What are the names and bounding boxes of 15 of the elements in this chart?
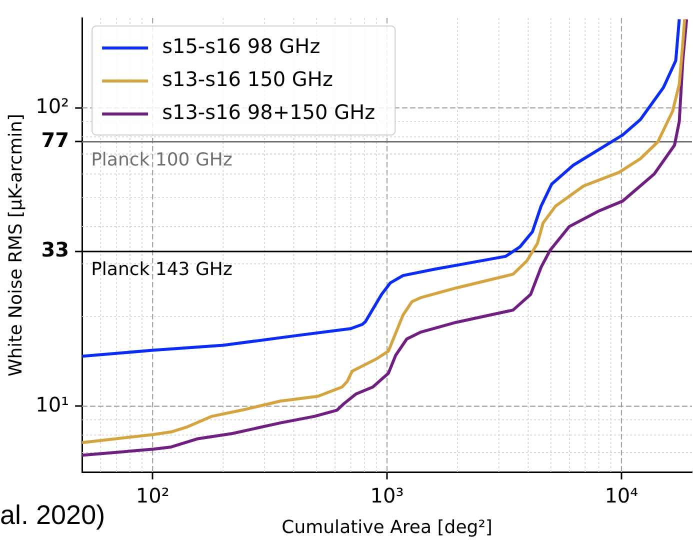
y-tick-label: 10² bbox=[36, 94, 70, 118]
x-axis-title: Cumulative Area [deg²] bbox=[282, 516, 492, 538]
ref-line-label: Planck 100 GHz bbox=[91, 149, 232, 170]
x-tick-label: 10³ bbox=[370, 484, 404, 508]
x-tick-label: 10² bbox=[136, 484, 170, 508]
y-axis-title: White Noise RMS [μK-arcmin] bbox=[5, 114, 26, 377]
y-tick-label: 10¹ bbox=[36, 392, 70, 416]
x-tick-label: 10⁴ bbox=[604, 484, 638, 508]
text: al. 2020) bbox=[0, 500, 106, 531]
y-tick-label: 33 bbox=[41, 238, 70, 262]
legend-label: s13-s16 98+150 GHz bbox=[162, 100, 376, 124]
legend-label: s13-s16 150 GHz bbox=[162, 67, 333, 92]
ref-line-label: Planck 143 GHz bbox=[91, 259, 232, 280]
legend-label: s15-s16 98 GHz bbox=[162, 34, 320, 58]
y-tick-label: 77 bbox=[41, 128, 70, 152]
